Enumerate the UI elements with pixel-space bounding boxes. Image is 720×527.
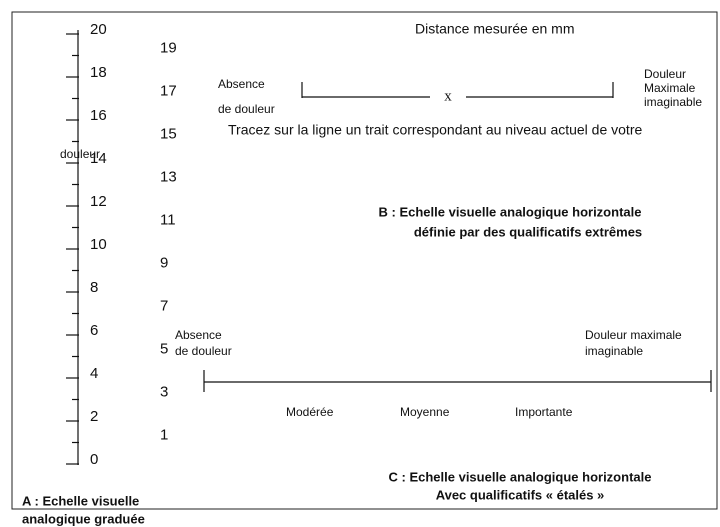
ruler-number: 13 xyxy=(160,168,177,185)
ruler-number: 8 xyxy=(90,279,98,296)
ruler-number: 1 xyxy=(160,426,168,443)
qualifier: Moyenne xyxy=(400,405,450,419)
ruler-number: 6 xyxy=(90,322,98,339)
ruler-number: 4 xyxy=(90,365,98,382)
caption-b: B : Echelle visuelle analogique horizont… xyxy=(379,204,642,219)
ruler-number: 19 xyxy=(160,39,177,56)
ruler-number: 16 xyxy=(90,107,107,124)
left-label: de douleur xyxy=(175,344,232,358)
ruler-number: 11 xyxy=(160,211,176,228)
right-label: imaginable xyxy=(644,95,702,109)
ruler-number: 14 xyxy=(90,150,107,167)
caption-c: C : Echelle visuelle analogique horizont… xyxy=(389,469,652,484)
ruler-number: 3 xyxy=(160,383,168,400)
ruler-number: 5 xyxy=(160,340,168,357)
right-label: Douleur maximale xyxy=(585,328,682,342)
ruler-number: 10 xyxy=(90,236,107,253)
ruler-number: 17 xyxy=(160,82,177,99)
ruler-number: 12 xyxy=(90,193,107,210)
ruler-number: 7 xyxy=(160,297,168,314)
caption-a: A : Echelle visuelle xyxy=(22,493,139,508)
left-label: de douleur xyxy=(218,102,275,116)
ruler-number: 20 xyxy=(90,21,107,38)
header: Distance mesurée en mm xyxy=(415,21,575,37)
label-bg xyxy=(172,344,252,358)
qualifier: Importante xyxy=(515,405,573,419)
ruler-number: 18 xyxy=(90,64,107,81)
qualifier: Modérée xyxy=(286,405,334,419)
right-label: Maximale xyxy=(644,81,696,95)
instruction: Tracez sur la ligne un trait corresponda… xyxy=(228,122,642,138)
caption-a: analogique graduée xyxy=(22,511,145,526)
ruler-number: 15 xyxy=(160,125,177,142)
ruler-number: 0 xyxy=(90,451,98,468)
ruler-label: douleur xyxy=(60,147,100,161)
ruler-number: 2 xyxy=(90,408,98,425)
right-label: Douleur xyxy=(644,67,686,81)
left-label: Absence xyxy=(218,77,265,91)
marker: x xyxy=(444,88,452,104)
left-label: Absence xyxy=(175,328,222,342)
frame xyxy=(11,11,718,510)
caption-b: définie par des qualificatifs extrêmes xyxy=(414,224,642,239)
ruler-number: 9 xyxy=(160,254,168,271)
right-label: imaginable xyxy=(585,344,643,358)
caption-c: Avec qualificatifs « étalés » xyxy=(436,487,605,502)
